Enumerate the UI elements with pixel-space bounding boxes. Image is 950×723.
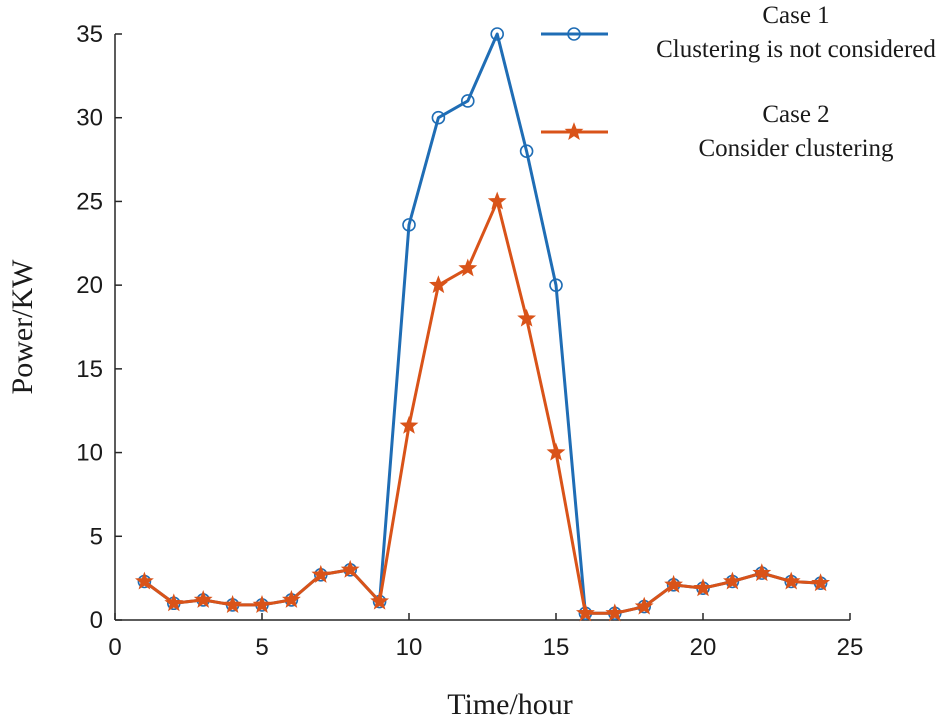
y-tick-label: 20	[76, 272, 103, 299]
x-tick-label: 5	[255, 634, 268, 661]
series-2-point	[546, 442, 566, 461]
x-tick-label: 20	[690, 634, 717, 661]
y-tick-label: 25	[76, 188, 103, 215]
legend-label: Consider clustering	[698, 135, 894, 162]
series-1-point	[402, 218, 416, 232]
series-2-point	[487, 191, 507, 210]
y-tick-label: 15	[76, 356, 103, 383]
series-2-point	[634, 596, 654, 615]
series-2-point	[311, 564, 331, 583]
series-2-point	[605, 603, 625, 622]
series-2-point	[281, 589, 301, 608]
series-2-point	[752, 563, 772, 582]
ticks: 0 5 10 15 20 25 0 5 10 15 20 25 30 35	[76, 21, 863, 661]
x-tick-label: 25	[837, 634, 864, 661]
legend-entry-1: Case 1 Clustering is not considered	[541, 2, 936, 63]
series-2-point	[252, 595, 272, 613]
y-tick-label: 30	[76, 105, 103, 132]
legend: Case 1 Clustering is not considered Case 2…	[541, 2, 936, 162]
legend-label: Case 1	[762, 2, 829, 29]
series-2-point	[428, 275, 448, 294]
y-tick-label: 0	[90, 607, 103, 634]
series-1-point	[549, 278, 563, 292]
x-tick-label: 0	[108, 634, 121, 661]
legend-label: Clustering is not considered	[656, 36, 936, 63]
series-2-point	[370, 591, 390, 610]
series-2	[134, 191, 831, 622]
series-2-point	[811, 573, 831, 592]
series-2-point	[134, 571, 154, 590]
legend-marker	[567, 27, 581, 41]
series-layer	[134, 27, 831, 622]
y-tick-label: 5	[90, 523, 103, 550]
series-2-point	[693, 578, 713, 597]
legend-entry-2: Case 2 Consider clustering	[541, 101, 894, 162]
series-2-point	[193, 589, 213, 608]
series-2-point	[458, 258, 478, 277]
series-1-line	[143, 32, 821, 615]
x-tick-label: 10	[396, 634, 423, 661]
series-2-point	[781, 571, 801, 590]
series-2-point	[517, 308, 537, 327]
series-2-point	[664, 574, 684, 593]
series-1-point	[519, 144, 534, 158]
series-1-point	[460, 94, 475, 108]
series-2-point	[722, 571, 742, 590]
series-1-point	[490, 27, 505, 41]
series-2-point	[223, 595, 243, 613]
y-tick-label: 35	[76, 21, 103, 48]
series-1-point	[431, 110, 446, 125]
series-2-point	[164, 593, 184, 612]
series-2-point	[399, 415, 419, 434]
x-tick-label: 15	[543, 634, 570, 661]
axes	[114, 34, 850, 621]
series-2-point	[340, 559, 360, 578]
y-tick-label: 10	[76, 440, 103, 467]
legend-label: Case 2	[762, 101, 829, 128]
series-2-point	[575, 603, 595, 622]
legend-marker	[564, 122, 584, 141]
x-axis-title: Time/hour	[447, 688, 573, 721]
y-axis-title: Power/KW	[6, 259, 39, 395]
series-1	[137, 27, 828, 621]
series-2-line	[143, 199, 821, 615]
